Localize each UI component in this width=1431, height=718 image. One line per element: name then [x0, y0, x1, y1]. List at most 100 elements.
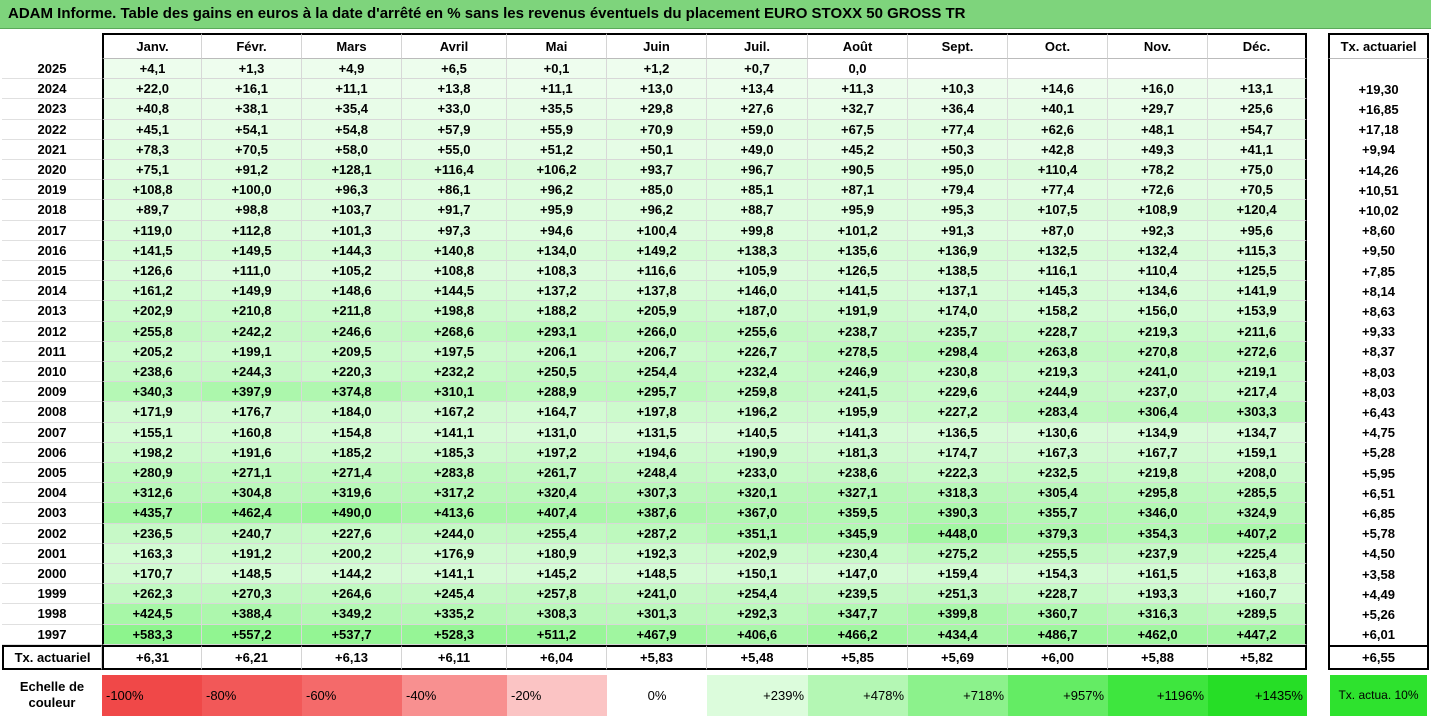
row-tx-actuariel: +6,01	[1328, 624, 1429, 645]
table-cell: +306,4	[1108, 402, 1208, 423]
color-scale-step: +1196%	[1108, 674, 1208, 716]
table-cell: +88,7	[707, 200, 808, 221]
table-cell: +228,7	[1008, 584, 1108, 605]
year-label: 2022	[2, 120, 102, 140]
table-cell: +97,3	[402, 220, 507, 241]
table-cell: +208,0	[1208, 463, 1307, 484]
table-cell: +346,0	[1108, 503, 1208, 524]
year-label: 2009	[2, 382, 102, 403]
table-cell: +181,3	[808, 442, 908, 463]
row-tx-actuariel	[1328, 59, 1429, 80]
table-cell: +327,1	[808, 483, 908, 504]
table-cell: +144,2	[302, 564, 402, 585]
table-cell: +13,0	[607, 79, 707, 100]
table-cell: +150,1	[707, 564, 808, 585]
year-label: 2017	[2, 221, 102, 241]
table-cell: +167,3	[1008, 442, 1108, 463]
table-cell: +387,6	[607, 503, 707, 524]
table-cell: +250,5	[507, 362, 607, 383]
table-cell	[1108, 59, 1208, 80]
table-cell: +185,2	[302, 442, 402, 463]
footer-tx-value: +6,21	[202, 644, 302, 670]
table-cell: +6,5	[402, 59, 507, 80]
table-cell: +87,0	[1008, 220, 1108, 241]
table-cell: +293,1	[507, 321, 607, 342]
table-cell: +108,8	[102, 180, 202, 201]
row-tx-actuariel: +5,28	[1328, 442, 1429, 463]
table-cell: +268,6	[402, 321, 507, 342]
table-cell: +13,1	[1208, 79, 1307, 100]
table-cell: +112,8	[202, 220, 302, 241]
table-cell: +202,9	[102, 301, 202, 322]
table-cell: +91,7	[402, 200, 507, 221]
table-cell: +219,8	[1108, 463, 1208, 484]
table-cell: +197,2	[507, 442, 607, 463]
table-cell: +70,9	[607, 119, 707, 140]
table-cell: +22,0	[102, 79, 202, 100]
color-scale-step: +957%	[1008, 674, 1108, 716]
table-cell: +259,8	[707, 382, 808, 403]
page-title: ADAM Informe. Table des gains en euros à…	[0, 0, 1431, 29]
table-cell: +335,2	[402, 604, 507, 625]
table-cell: +130,6	[1008, 422, 1108, 443]
table-cell: +233,0	[707, 463, 808, 484]
table-cell: +251,3	[908, 584, 1008, 605]
table-cell: +188,2	[507, 301, 607, 322]
footer-tx-value: +5,85	[808, 644, 908, 670]
row-tx-actuariel: +9,33	[1328, 321, 1429, 342]
table-cell: +137,8	[607, 281, 707, 302]
table-cell: +254,4	[607, 362, 707, 383]
table-cell: +96,7	[707, 160, 808, 181]
table-cell: +167,2	[402, 402, 507, 423]
table-cell: +205,9	[607, 301, 707, 322]
table-cell: +222,3	[908, 463, 1008, 484]
year-label: 2013	[2, 301, 102, 322]
table-cell: +148,6	[302, 281, 402, 302]
table-cell: +91,3	[908, 220, 1008, 241]
table-cell: +91,2	[202, 160, 302, 181]
row-tx-actuariel: +6,43	[1328, 402, 1429, 423]
table-cell: +308,3	[507, 604, 607, 625]
table-cell: +145,3	[1008, 281, 1108, 302]
year-label: 2003	[2, 503, 102, 524]
table-cell: +99,8	[707, 220, 808, 241]
table-cell: +45,1	[102, 119, 202, 140]
table-cell: +70,5	[1208, 180, 1307, 201]
row-tx-actuariel: +16,85	[1328, 99, 1429, 120]
table-cell: +217,4	[1208, 382, 1307, 403]
table-cell: +85,1	[707, 180, 808, 201]
table-cell: +288,9	[507, 382, 607, 403]
table-cell: +140,5	[707, 422, 808, 443]
table-cell: +230,8	[908, 362, 1008, 383]
table-cell: +197,5	[402, 341, 507, 362]
footer-tx-value: +6,31	[102, 644, 202, 670]
color-scale-step: +1435%	[1208, 674, 1307, 716]
table-cell: +305,4	[1008, 483, 1108, 504]
year-label: 2020	[2, 160, 102, 181]
row-tx-actuariel: +9,50	[1328, 240, 1429, 261]
year-label: 2021	[2, 140, 102, 160]
table-cell: +219,3	[1108, 321, 1208, 342]
table-cell: +42,8	[1008, 139, 1108, 160]
table-cell: +292,3	[707, 604, 808, 625]
color-scale-step: +239%	[707, 674, 808, 716]
table-cell: +107,5	[1008, 200, 1108, 221]
table-cell: +77,4	[908, 119, 1008, 140]
table-cell: +108,3	[507, 261, 607, 282]
table-cell: +148,5	[607, 564, 707, 585]
table-cell: +210,8	[202, 301, 302, 322]
table-cell: +78,2	[1108, 160, 1208, 181]
table-cell: +163,3	[102, 543, 202, 564]
table-cell: +206,1	[507, 341, 607, 362]
month-header: Févr.	[202, 33, 302, 59]
table-cell: +0,1	[507, 59, 607, 80]
table-cell: +116,4	[402, 160, 507, 181]
table-cell: +191,6	[202, 442, 302, 463]
row-tx-actuariel: +6,51	[1328, 483, 1429, 504]
month-header: Nov.	[1108, 33, 1208, 59]
table-cell: +263,8	[1008, 341, 1108, 362]
table-cell: +345,9	[808, 523, 908, 544]
row-tx-actuariel: +9,94	[1328, 139, 1429, 160]
table-cell: +95,3	[908, 200, 1008, 221]
table-cell: +206,7	[607, 341, 707, 362]
